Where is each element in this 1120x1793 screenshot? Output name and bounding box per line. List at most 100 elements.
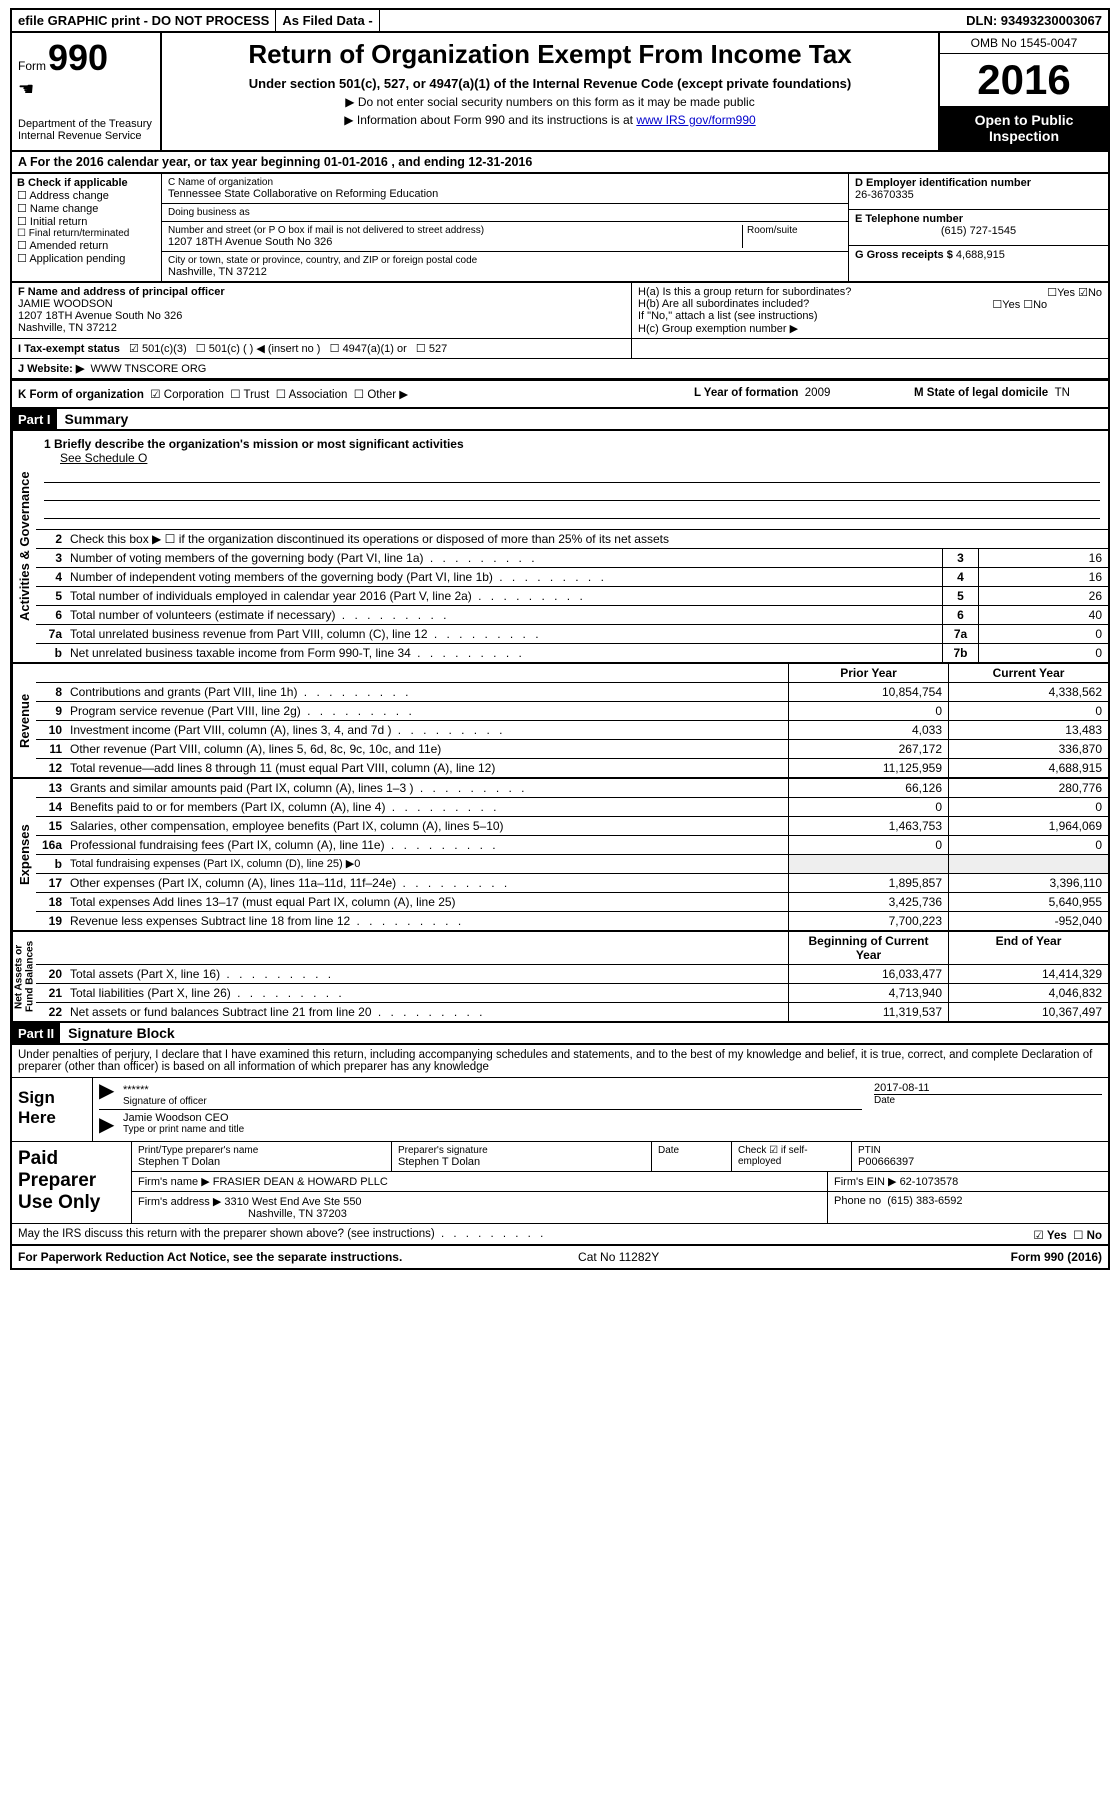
c12: 4,688,915	[948, 759, 1108, 777]
sig-date: 2017-08-11	[874, 1082, 1102, 1094]
b22: 11,319,537	[788, 1003, 948, 1021]
p17: 1,895,857	[788, 874, 948, 892]
dept: Department of the Treasury	[18, 118, 154, 130]
side-expenses: Expenses	[12, 779, 36, 930]
city-label: City or town, state or province, country…	[168, 255, 842, 266]
website: WWW TNSCORE ORG	[90, 363, 206, 375]
l10: Investment income (Part VIII, column (A)…	[66, 721, 788, 739]
hc-label: H(c) Group exemption number ▶	[638, 322, 1102, 335]
domicile: TN	[1055, 387, 1070, 399]
cb-final-return[interactable]: Final return/terminated	[17, 228, 156, 239]
k-corp: Corporation	[164, 389, 224, 401]
officer-city: Nashville, TN 37212	[18, 322, 625, 334]
l16a: Professional fundraising fees (Part IX, …	[66, 836, 788, 854]
discuss-q: May the IRS discuss this return with the…	[18, 1228, 546, 1240]
v7b: 0	[978, 644, 1108, 662]
e22: 10,367,497	[948, 1003, 1108, 1021]
g-label: G Gross receipts $	[855, 249, 953, 261]
ha-yes: Yes	[1057, 287, 1075, 299]
p15: 1,463,753	[788, 817, 948, 835]
ha-no: No	[1088, 287, 1102, 299]
firm-name-lbl: Firm's name ▶	[138, 1176, 210, 1188]
l17: Other expenses (Part IX, column (A), lin…	[66, 874, 788, 892]
city: Nashville, TN 37212	[168, 266, 842, 278]
dba-label: Doing business as	[168, 207, 842, 218]
header: Form 990 ☚ Department of the Treasury In…	[12, 33, 1108, 152]
cb-name-change[interactable]: Name change	[17, 202, 156, 215]
form-number: 990	[48, 37, 108, 79]
sig-date-label: Date	[874, 1094, 1102, 1106]
form-footer: Form 990 (2016)	[1011, 1250, 1102, 1264]
l-label: L Year of formation	[694, 387, 798, 399]
firm-phone-lbl: Phone no	[834, 1195, 881, 1207]
d-label: D Employer identification number	[855, 177, 1102, 189]
sig-officer-label: Signature of officer	[123, 1096, 862, 1107]
v5: 26	[978, 587, 1108, 605]
part1-header: Part I	[12, 409, 57, 430]
firm-ein: 62-1073578	[900, 1176, 959, 1188]
l2: Check this box ▶ ☐ if the organization d…	[66, 530, 1108, 548]
cb-amended[interactable]: Amended return	[17, 239, 156, 252]
form-title: Return of Organization Exempt From Incom…	[172, 39, 928, 70]
addr: 1207 18TH Avenue South No 326	[168, 236, 742, 248]
room-label: Room/suite	[747, 225, 842, 236]
l7b: Net unrelated business taxable income fr…	[66, 644, 942, 662]
c11: 336,870	[948, 740, 1108, 758]
section-b: B Check if applicable Address change Nam…	[12, 174, 162, 281]
v4: 16	[978, 568, 1108, 586]
mission-text: See Schedule O	[44, 451, 1100, 465]
firm-ein-lbl: Firm's EIN ▶	[834, 1176, 897, 1188]
part2-title: Signature Block	[60, 1023, 183, 1043]
ha-label: H(a) Is this a group return for subordin…	[638, 286, 851, 298]
officer-name-title: Jamie Woodson CEO	[123, 1112, 862, 1124]
section-a: A For the 2016 calendar year, or tax yea…	[12, 152, 1108, 174]
mission-label: 1 Briefly describe the organization's mi…	[44, 437, 1100, 451]
part2-num: Part II	[18, 1026, 54, 1041]
b-title: B Check if applicable	[17, 177, 156, 189]
form-label: Form	[18, 59, 46, 73]
c10: 13,483	[948, 721, 1108, 739]
m-label: M State of legal domicile	[914, 387, 1048, 399]
i-label: I Tax-exempt status	[18, 343, 120, 355]
l11: Other revenue (Part VIII, column (A), li…	[66, 740, 788, 758]
p11: 267,172	[788, 740, 948, 758]
paid-preparer-label: Paid Preparer Use Only	[12, 1142, 132, 1223]
v7a: 0	[978, 625, 1108, 643]
v3: 16	[978, 549, 1108, 567]
p12: 11,125,959	[788, 759, 948, 777]
b21: 4,713,940	[788, 984, 948, 1002]
f-label: F Name and address of principal officer	[18, 286, 625, 298]
section-c: C Name of organization Tennessee State C…	[162, 174, 848, 281]
p9: 0	[788, 702, 948, 720]
firm-name: FRASIER DEAN & HOWARD PLLC	[213, 1176, 388, 1188]
cb-app-pending[interactable]: Application pending	[17, 252, 156, 265]
l6: Total number of volunteers (estimate if …	[66, 606, 942, 624]
ptin-lbl: PTIN	[858, 1145, 1102, 1156]
cb-address-change[interactable]: Address change	[17, 189, 156, 202]
part2-header: Part II	[12, 1023, 60, 1044]
c9: 0	[948, 702, 1108, 720]
c-name-label: C Name of organization	[168, 177, 842, 188]
under-section: Under section 501(c), 527, or 4947(a)(1)…	[172, 76, 928, 91]
irs-link[interactable]: www IRS gov/form990	[636, 113, 755, 127]
dln: DLN: 93493230003067	[960, 10, 1108, 31]
asfiled: As Filed Data -	[276, 10, 379, 31]
l18: Total expenses Add lines 13–17 (must equ…	[66, 893, 788, 911]
i-527: 527	[429, 343, 447, 355]
l16b: Total fundraising expenses (Part IX, col…	[66, 855, 788, 873]
k-other: Other ▶	[367, 389, 408, 401]
l20: Total assets (Part X, line 16)	[66, 965, 788, 983]
cat-no: Cat No 11282Y	[578, 1250, 659, 1264]
firm-phone: (615) 383-6592	[887, 1195, 962, 1207]
paperwork-notice: For Paperwork Reduction Act Notice, see …	[18, 1250, 402, 1264]
public-badge: Open to Public Inspection	[940, 106, 1108, 150]
part1-num: Part I	[18, 412, 51, 427]
prep-name-lbl: Print/Type preparer's name	[138, 1145, 385, 1156]
l9: Program service revenue (Part VIII, line…	[66, 702, 788, 720]
l12: Total revenue—add lines 8 through 11 (mu…	[66, 759, 788, 777]
side-revenue: Revenue	[12, 664, 36, 777]
k-assoc: Association	[289, 389, 348, 401]
efile-note: efile GRAPHIC print - DO NOT PROCESS	[12, 10, 276, 31]
cb-initial-return[interactable]: Initial return	[17, 215, 156, 228]
discuss-yes: Yes	[1047, 1230, 1067, 1242]
